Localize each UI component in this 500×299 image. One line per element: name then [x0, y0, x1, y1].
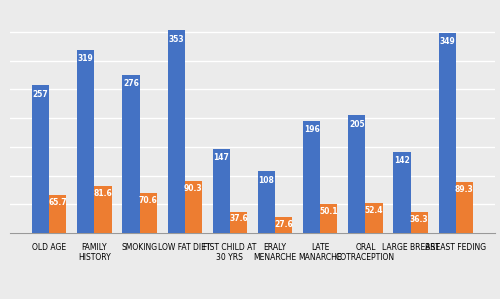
- Bar: [438, 33, 456, 233]
- Bar: [212, 149, 230, 233]
- Text: 205: 205: [349, 120, 364, 129]
- Bar: [320, 205, 338, 233]
- Bar: [168, 30, 184, 233]
- Text: 196: 196: [304, 125, 320, 134]
- Text: 319: 319: [78, 54, 94, 63]
- Text: 90.3: 90.3: [184, 184, 203, 193]
- Text: 89.3: 89.3: [455, 185, 473, 194]
- Bar: [303, 120, 320, 233]
- Bar: [410, 212, 428, 233]
- Bar: [77, 50, 94, 233]
- Bar: [456, 182, 473, 233]
- Text: 142: 142: [394, 156, 410, 165]
- Bar: [32, 86, 49, 233]
- Text: 349: 349: [440, 37, 455, 46]
- Bar: [49, 196, 66, 233]
- Bar: [258, 171, 275, 233]
- Text: 108: 108: [258, 176, 274, 185]
- Text: 52.4: 52.4: [365, 206, 384, 215]
- Text: 65.7: 65.7: [48, 198, 67, 207]
- Text: 27.6: 27.6: [274, 220, 293, 229]
- Bar: [348, 115, 366, 233]
- Text: 81.6: 81.6: [94, 189, 112, 198]
- Bar: [122, 74, 140, 233]
- Bar: [366, 203, 382, 233]
- Bar: [230, 212, 247, 233]
- Bar: [275, 217, 292, 233]
- Text: 37.6: 37.6: [229, 214, 248, 223]
- Text: 257: 257: [33, 90, 48, 99]
- Bar: [140, 193, 156, 233]
- Text: 276: 276: [123, 79, 139, 88]
- Text: 147: 147: [214, 153, 230, 162]
- Text: 353: 353: [168, 35, 184, 44]
- Bar: [94, 186, 112, 233]
- Text: 50.1: 50.1: [320, 207, 338, 216]
- Text: 70.6: 70.6: [139, 196, 158, 205]
- Bar: [184, 181, 202, 233]
- Bar: [394, 152, 410, 233]
- Text: 36.3: 36.3: [410, 215, 428, 224]
